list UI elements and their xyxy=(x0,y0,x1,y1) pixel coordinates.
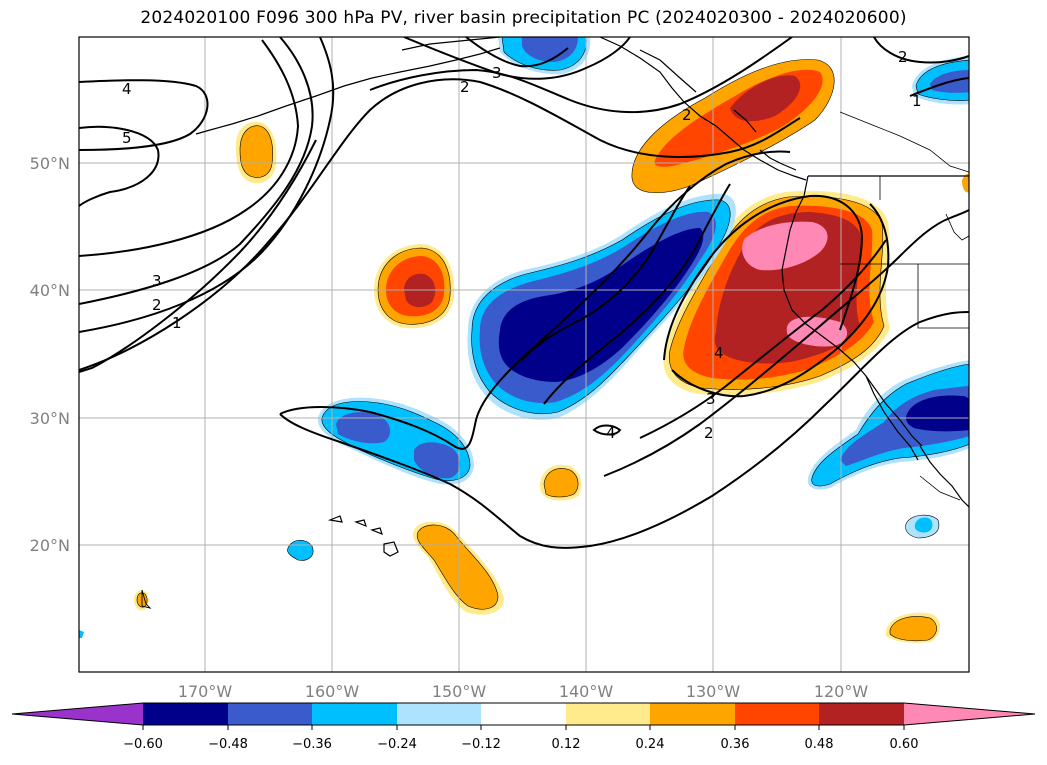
colorbar-tick-label: 0.36 xyxy=(721,737,750,752)
lon-label: 150°W xyxy=(432,682,487,701)
precip-blob-mexico-south xyxy=(886,612,941,643)
colorbar-bin xyxy=(735,703,819,725)
fill-pos-024 xyxy=(239,125,273,178)
lon-label: 120°W xyxy=(814,682,869,701)
colorbar-bin xyxy=(819,703,904,725)
contour-label: 4 xyxy=(606,424,616,442)
precip-blob-small-east xyxy=(540,464,582,501)
precip-blob-negative-alaska xyxy=(498,37,591,75)
precip-blob-bc-coast xyxy=(631,59,835,194)
colorbar-tick-label: 0.24 xyxy=(636,737,665,752)
precip-blob-small-west xyxy=(134,590,149,611)
colorbar-tick-label: −0.48 xyxy=(208,737,248,752)
colorbar-extend-left xyxy=(12,703,143,725)
lon-label: 130°W xyxy=(686,682,741,701)
contour-label: 3 xyxy=(706,390,716,408)
lon-label: 140°W xyxy=(559,682,614,701)
contour-label: 2 xyxy=(460,78,470,96)
fill-neg-048 xyxy=(498,228,704,382)
precip-blob-bering xyxy=(235,121,277,184)
contour-label: 2 xyxy=(682,106,692,124)
colorbar-bin xyxy=(143,703,228,725)
lat-label: 30°N xyxy=(30,409,70,428)
contour-label: 3 xyxy=(492,64,502,82)
contour-label: 1 xyxy=(172,314,182,332)
pv-contour-labels: 4 5 3 2 1 2 3 2 4 3 2 4 2 1 xyxy=(122,48,922,442)
latitude-labels: 50°N 40°N 30°N 20°N xyxy=(30,154,70,555)
colorbar-bin xyxy=(312,703,397,725)
colorbar-tick-label: 0.12 xyxy=(552,737,581,752)
lat-label: 50°N xyxy=(30,154,70,173)
map-gridlines xyxy=(79,37,969,672)
colorbar-bin xyxy=(481,703,566,725)
precip-blob-edge-orange xyxy=(962,173,969,193)
lat-label: 40°N xyxy=(30,281,70,300)
colorbar-extend-right xyxy=(904,703,1035,725)
fill-pos-024 xyxy=(416,524,499,610)
fill-pos-048 xyxy=(730,75,801,122)
lon-label: 170°W xyxy=(178,682,233,701)
contour-label: 3 xyxy=(152,272,162,290)
fill-pos-060 xyxy=(742,221,828,271)
map-plot-area: 4 5 3 2 1 2 3 2 4 3 2 4 2 1 xyxy=(79,37,969,672)
longitude-labels: 170°W 160°W 150°W 140°W 130°W 120°W xyxy=(178,682,869,701)
colorbar-bin xyxy=(650,703,735,725)
colorbar-tick-label: −0.60 xyxy=(123,737,163,752)
precip-blob-negative-small2 xyxy=(905,514,940,539)
precip-blob-negative-subtropic xyxy=(317,397,474,485)
colorbar-tick-label: −0.24 xyxy=(377,737,417,752)
colorbar-tick-label: −0.12 xyxy=(461,737,501,752)
contour-label: 2 xyxy=(898,48,908,66)
map-title: 2024020100 F096 300 hPa PV, river basin … xyxy=(140,8,907,28)
contour-label: 2 xyxy=(152,296,162,314)
colorbar-tick-label: −0.36 xyxy=(292,737,332,752)
colorbar-bin xyxy=(566,703,650,725)
contour-label: 4 xyxy=(714,344,724,362)
precip-blob-negative-mexico xyxy=(807,360,969,490)
lat-label: 20°N xyxy=(30,536,70,555)
colorbar-tick-label: 0.60 xyxy=(890,737,919,752)
contour-label: 4 xyxy=(122,80,132,98)
pv-contours xyxy=(79,37,969,549)
colorbar: −0.60 −0.48 −0.36 −0.24 −0.12 0.12 0.24 … xyxy=(11,702,1036,752)
lon-label: 160°W xyxy=(305,682,360,701)
colorbar-tick-label: 0.48 xyxy=(805,737,834,752)
map-frame xyxy=(78,36,970,673)
contour-label: 2 xyxy=(704,424,714,442)
coastlines xyxy=(141,37,969,609)
contour-label: 5 xyxy=(122,129,132,147)
colorbar-bin xyxy=(397,703,481,725)
colorbar-bin xyxy=(228,703,312,725)
contour-label: 1 xyxy=(912,92,922,110)
